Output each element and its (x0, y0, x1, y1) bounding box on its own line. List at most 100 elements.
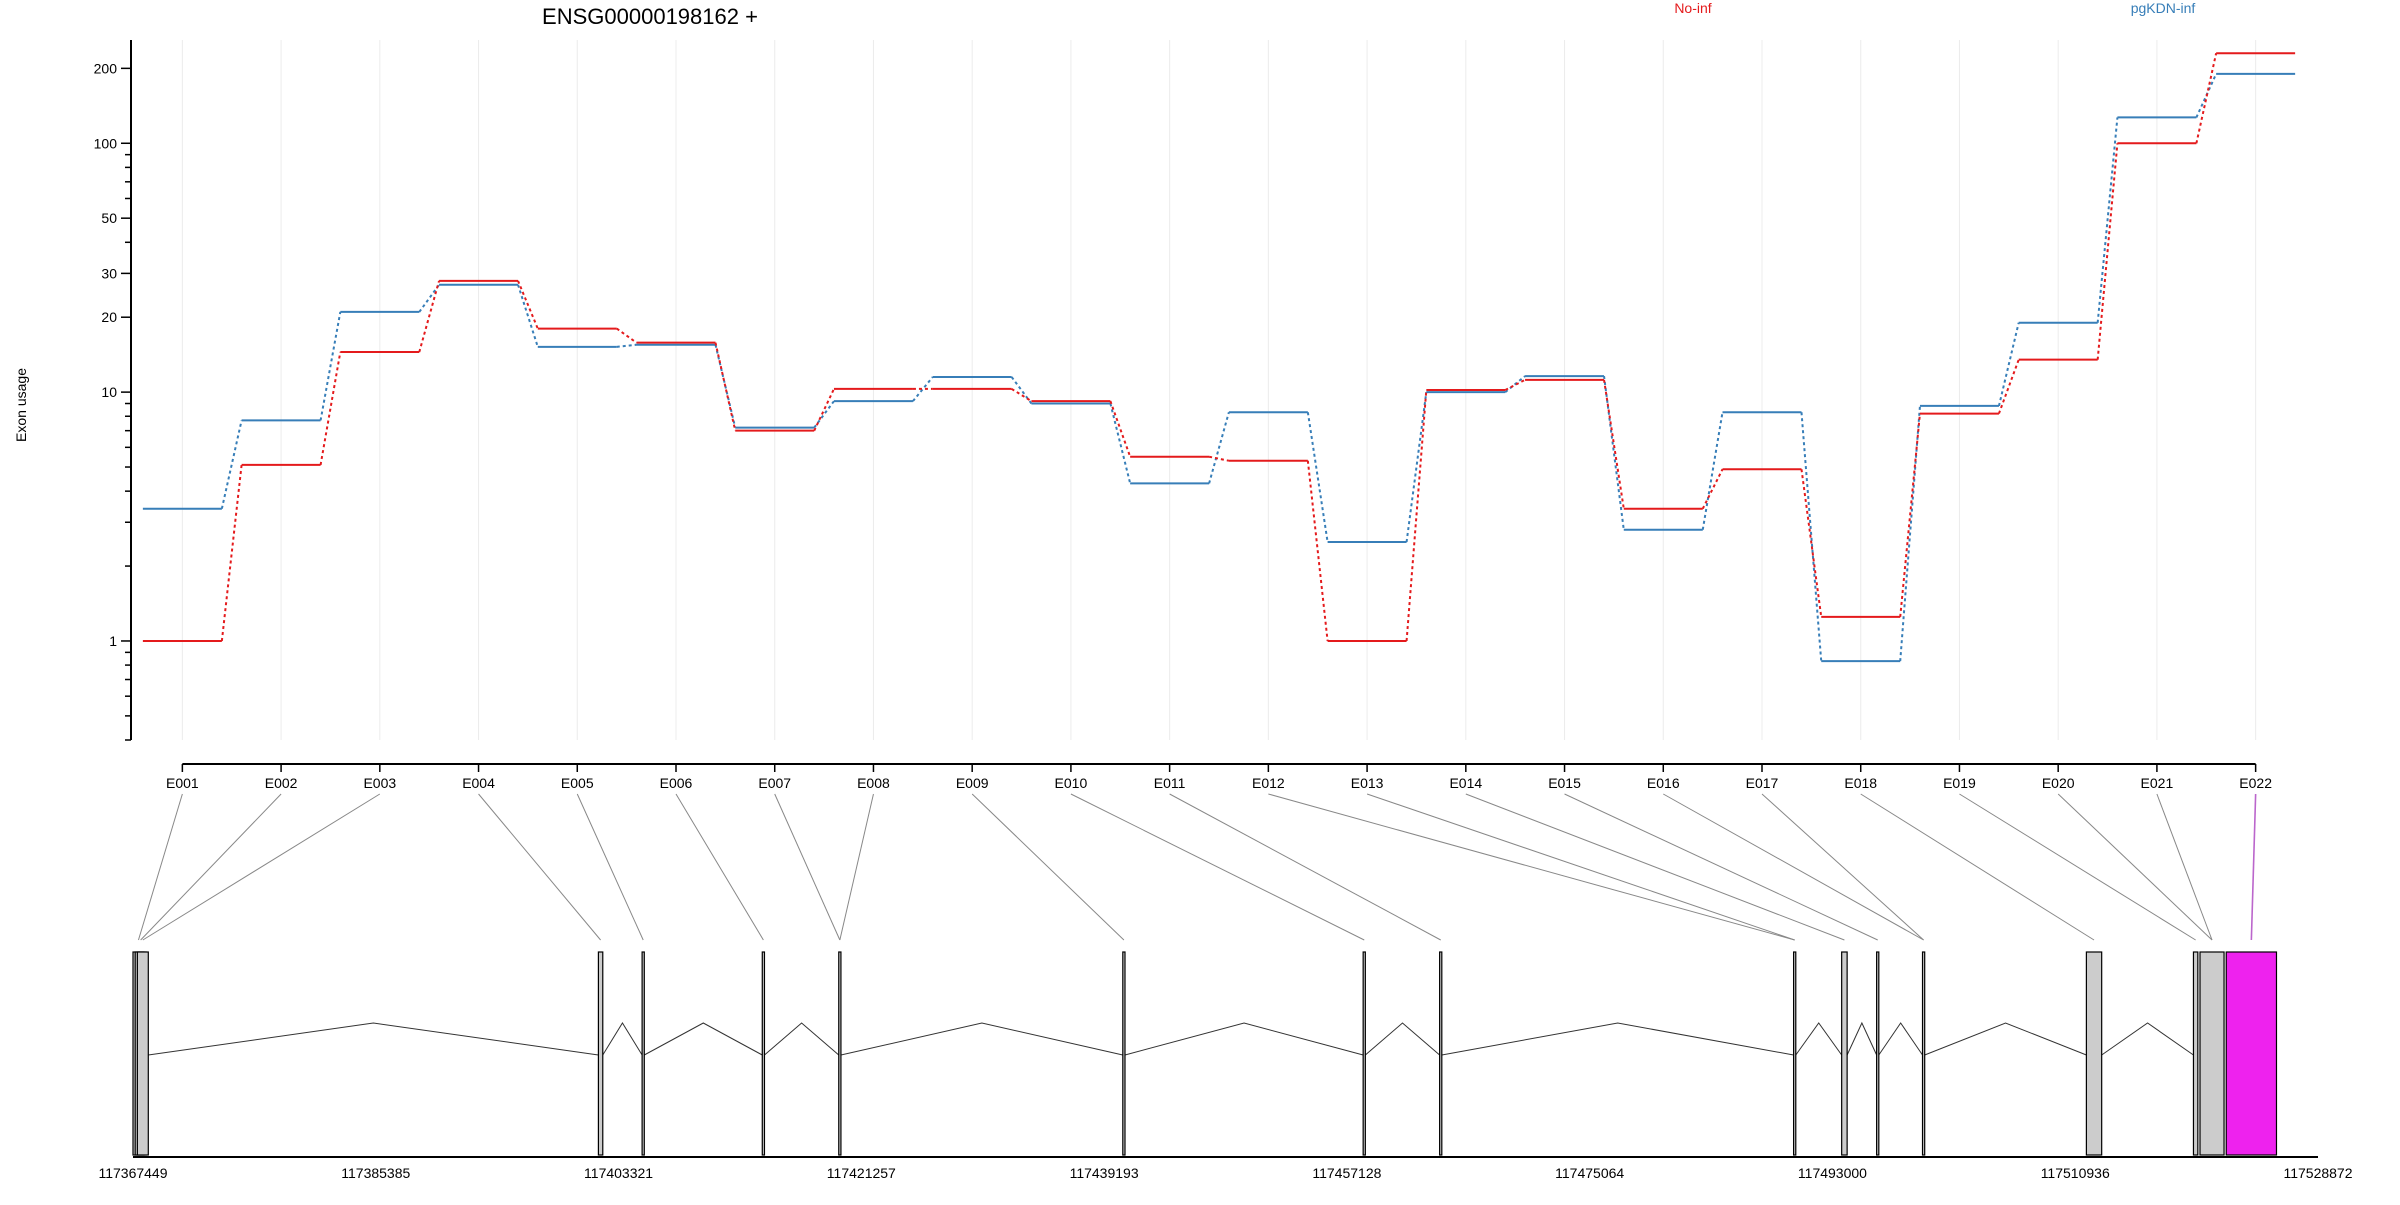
connector-e017 (1761, 793, 1924, 941)
exon-block-7 (838, 951, 842, 1156)
link-pgkdn-inf-20 (2195, 73, 2218, 118)
x-tick-label-e015: E015 (1548, 775, 1581, 791)
x-tick-label-e019: E019 (1943, 775, 1976, 791)
intron-13 (1878, 1022, 1923, 1056)
connector-e005 (576, 793, 644, 941)
connector-e018 (1860, 793, 2095, 941)
connector-e021 (2156, 793, 2213, 941)
link-no-inf-2 (418, 280, 441, 353)
coordinate-label-2: 117403321 (584, 1165, 653, 1181)
y-tick-label-100: 100 (94, 135, 118, 151)
link-no-inf-16 (1800, 469, 1823, 617)
y-axis-label: Exon usage (13, 368, 29, 442)
coordinate-label-9: 117528872 (2283, 1165, 2352, 1181)
connector-e001 (137, 793, 183, 941)
x-tick-label-e013: E013 (1351, 775, 1384, 791)
connector-e004 (478, 793, 601, 941)
legend-label-pgkdn-inf: pgKDN-inf (2131, 0, 2196, 16)
y-tick-label-200: 200 (94, 60, 118, 76)
y-axis: 1 10 20 30 50 100 200 (94, 40, 132, 741)
series-no-inf (142, 52, 2296, 642)
link-pgkdn-inf-14 (1603, 375, 1625, 530)
exon-block-6 (761, 951, 766, 1156)
connector-e022 (2250, 793, 2257, 941)
connector-e010 (1070, 793, 1365, 941)
exon-block-15 (2085, 951, 2103, 1156)
exon-block-9 (1362, 951, 1366, 1156)
connector-e019 (1959, 793, 2196, 941)
y-tick-label-50: 50 (101, 210, 117, 226)
link-no-inf-15 (1701, 468, 1724, 510)
x-tick-label-e002: E002 (265, 775, 298, 791)
intron-11 (1795, 1022, 1843, 1056)
legend-label-no-inf: No-inf (1674, 0, 1711, 16)
x-tick-label-e016: E016 (1647, 775, 1680, 791)
link-no-inf-17 (1899, 413, 1921, 617)
connector-e006 (675, 793, 764, 941)
intron-10 (1441, 1022, 1794, 1056)
chart-title: ENSG00000198162 + (542, 4, 758, 29)
intron-3 (148, 1022, 599, 1056)
x-tick-label-e009: E009 (956, 775, 989, 791)
link-pgkdn-inf-11 (1306, 412, 1329, 543)
coordinate-label-0: 117367449 (98, 1165, 167, 1181)
intron-15 (2101, 1022, 2194, 1056)
link-pgkdn-inf-17 (1899, 405, 1921, 662)
connector-e014 (1465, 793, 1845, 941)
intron-9 (1365, 1022, 1440, 1056)
connector-e008 (839, 793, 874, 941)
link-pgkdn-inf-15 (1701, 412, 1724, 530)
y-tick-label-20: 20 (101, 309, 117, 325)
connector-e016 (1663, 793, 1924, 941)
grid-layer (181, 40, 2257, 740)
x-tick-label-e004: E004 (462, 775, 495, 791)
link-pgkdn-inf-18 (1997, 322, 2020, 407)
y-tick-label-1: 1 (109, 633, 117, 649)
x-tick-label-e008: E008 (857, 775, 890, 791)
exon-block-10 (1439, 951, 1443, 1156)
x-tick-label-e017: E017 (1746, 775, 1779, 791)
link-pgkdn-inf-7 (912, 376, 934, 402)
x-tick-label-e005: E005 (561, 775, 594, 791)
connector-e009 (971, 793, 1125, 941)
genomic-coordinate-axis: 117367449 117385385 117403321 117421257 1174… (98, 1165, 2352, 1181)
link-no-inf-6 (813, 388, 835, 432)
link-no-inf-11 (1306, 460, 1329, 642)
link-no-inf-8 (1011, 388, 1032, 402)
series-layer (142, 52, 2296, 663)
coordinate-label-8: 117510936 (2041, 1165, 2110, 1181)
x-tick-label-e011: E011 (1154, 775, 1186, 791)
x-tick-label-e018: E018 (1844, 775, 1877, 791)
exon-block-8 (1122, 951, 1126, 1156)
link-pgkdn-inf-13 (1504, 375, 1526, 393)
y-tick-label-30: 30 (101, 265, 117, 281)
connector-e002 (140, 793, 282, 941)
coordinate-label-4: 117439193 (1070, 1165, 1139, 1181)
link-no-inf-13 (1504, 378, 1526, 391)
x-tick-label-e022: E022 (2239, 775, 2272, 791)
intron-6 (764, 1022, 840, 1056)
intron-12 (1846, 1021, 1878, 1056)
coordinate-label-1: 117385385 (341, 1165, 410, 1181)
link-pgkdn-inf-1 (319, 311, 342, 421)
coordinate-label-6: 117475064 (1555, 1165, 1624, 1181)
gene-model-track (132, 951, 2318, 1158)
link-no-inf-1 (319, 351, 342, 466)
intron-4 (602, 1022, 643, 1056)
intron-5 (644, 1022, 763, 1056)
exon-block-4 (597, 951, 604, 1156)
x-tick-label-e021: E021 (2141, 775, 2174, 791)
coordinate-label-7: 117493000 (1798, 1165, 1867, 1181)
link-pgkdn-inf-3 (517, 284, 539, 348)
connector-layer (137, 793, 2257, 941)
x-tick-label-e001: E001 (166, 775, 199, 791)
link-no-inf-0 (220, 464, 243, 642)
link-pgkdn-inf-2 (418, 284, 440, 313)
series-pgkdn-inf (142, 72, 2296, 663)
link-no-inf-9 (1109, 400, 1132, 458)
exon-block-13 (1876, 951, 1880, 1156)
x-tick-label-e007: E007 (758, 775, 791, 791)
link-pgkdn-inf-12 (1405, 391, 1428, 543)
link-no-inf-19 (2096, 143, 2119, 360)
